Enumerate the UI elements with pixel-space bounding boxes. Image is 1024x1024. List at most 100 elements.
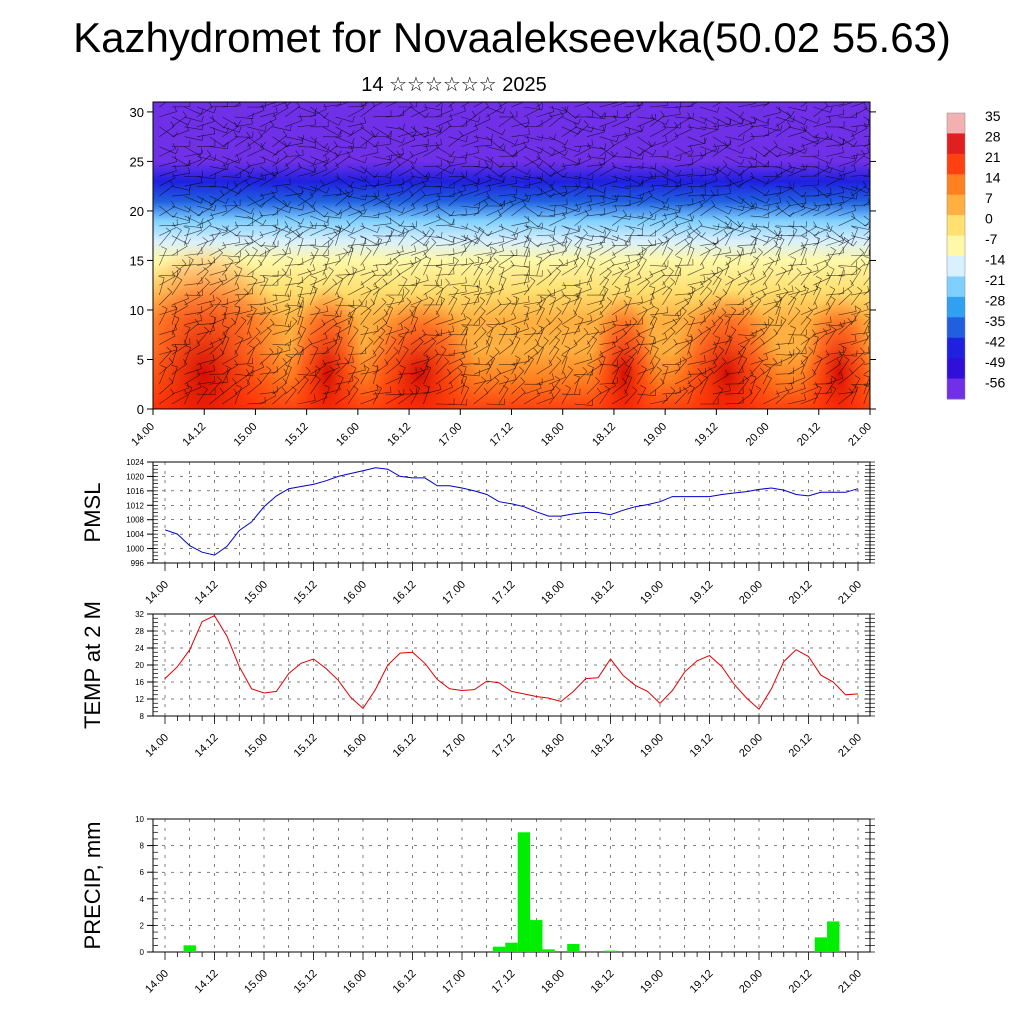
wind-barb [788, 116, 808, 126]
wind-barb [209, 241, 227, 256]
wind-barb [385, 358, 401, 375]
wind-barb [209, 331, 227, 345]
wind-barb [800, 236, 809, 256]
wind-barb [788, 393, 807, 405]
wind-barb [247, 365, 254, 385]
wind-barb [435, 296, 446, 316]
wind-barb [574, 153, 592, 167]
wind-barb [247, 337, 261, 355]
wind-barb [775, 266, 787, 286]
wind-barb [838, 235, 858, 247]
wind-barb [611, 209, 627, 227]
wind-barb [775, 162, 792, 177]
warm-area-2 [359, 294, 480, 409]
wind-barb [473, 374, 492, 385]
wind-barb [712, 246, 731, 256]
wind-barb [712, 160, 728, 177]
wind-barb [310, 359, 327, 375]
x-tick-label: 15.12 [292, 579, 320, 607]
wind-barb [737, 246, 756, 256]
wind-barb [549, 186, 568, 197]
wind-barb [775, 367, 794, 375]
wind-barb [800, 169, 820, 177]
wind-barb [222, 305, 241, 316]
wind-barb [335, 150, 351, 167]
wind-barb [486, 257, 499, 276]
wind-barb [335, 268, 354, 276]
wind-barb [574, 340, 591, 355]
wind-barb [347, 204, 366, 217]
wind-barb [209, 181, 229, 188]
wind-barb [373, 156, 391, 167]
wind-barb [737, 355, 748, 375]
wind-barb [787, 325, 796, 345]
wind-barb [246, 315, 253, 335]
wind-barb [372, 236, 383, 256]
wind-barb [787, 226, 798, 246]
wind-barb [322, 353, 341, 365]
wind-barb [511, 173, 531, 180]
wind-barb [536, 249, 552, 266]
wind-barb [637, 346, 650, 365]
wind-barb [775, 387, 790, 405]
wind-barb [763, 161, 782, 168]
wind-barb [461, 285, 480, 296]
wind-barb [234, 205, 254, 215]
wind-barb [423, 202, 440, 217]
wind-barb [700, 319, 716, 335]
wind-barb [184, 291, 201, 306]
colorbar-swatch [947, 174, 965, 196]
wind-barb [737, 116, 758, 124]
wind-barb [373, 154, 393, 161]
wind-barb [863, 369, 870, 375]
wind-barb [284, 301, 302, 316]
wind-barb [536, 373, 555, 385]
wind-barb [347, 375, 360, 395]
wind-barb [599, 380, 616, 395]
wind-barb [171, 305, 178, 325]
wind-barb [347, 205, 367, 215]
wind-barb [813, 115, 832, 128]
wind-barb [574, 369, 593, 376]
wind-barb [574, 283, 592, 296]
wind-barb [712, 141, 729, 157]
wind-barb [272, 320, 292, 327]
wind-barb [774, 305, 781, 325]
wind-barb [184, 369, 201, 385]
wind-barb [561, 293, 580, 306]
wind-barb [850, 357, 865, 375]
wind-barb [398, 324, 417, 335]
wind-barb [851, 102, 868, 108]
colorbar-swatch [947, 358, 965, 380]
wind-barb [272, 162, 289, 177]
wind-barb [159, 222, 176, 236]
wind-barb [486, 202, 504, 217]
wind-barb [410, 329, 427, 345]
wind-barb [574, 236, 584, 256]
colorbar-swatch [947, 337, 965, 359]
colorbar-label: 14 [985, 170, 1001, 186]
wind-barb [599, 227, 611, 246]
wind-barb [737, 331, 755, 345]
wind-barb [247, 361, 265, 375]
y-tick-label: 2 [140, 921, 145, 930]
wind-barb [788, 258, 807, 266]
wind-barb [750, 195, 770, 204]
x-tick-label: 14.12 [193, 579, 221, 607]
wind-barb [435, 160, 451, 177]
wind-barb [284, 355, 293, 375]
wind-barb [712, 205, 732, 215]
y-tick-label: 25 [130, 154, 144, 169]
wind-barb [700, 398, 719, 405]
y-tick-label: 1000 [126, 545, 144, 554]
wind-barb [498, 249, 518, 256]
wind-barb [561, 146, 582, 153]
wind-barb [750, 116, 770, 124]
wind-barb [573, 374, 580, 395]
wind-barb [612, 127, 631, 137]
wind-barb [297, 345, 304, 365]
wind-barb [347, 305, 356, 325]
wind-barb [486, 195, 505, 207]
wind-barb [763, 125, 783, 132]
